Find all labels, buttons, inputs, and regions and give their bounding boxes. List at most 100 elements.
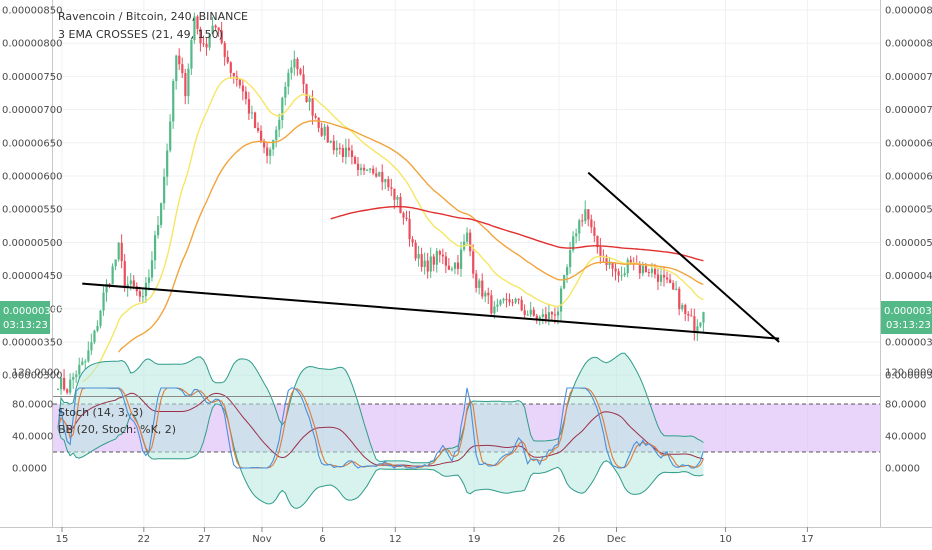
candle-body (490, 295, 493, 314)
candle-body (647, 272, 651, 274)
bb-band-fill (58, 353, 704, 509)
price-tick-label-left: 0.00000650 (2, 138, 62, 149)
candle-body (417, 254, 420, 259)
candle-body (360, 167, 363, 171)
bb-study-label[interactable]: BB (20, Stoch: %K, 2) (58, 423, 176, 436)
candle-body (87, 350, 90, 362)
candle-body (381, 172, 384, 183)
candle-body (399, 196, 402, 214)
candle-body (696, 326, 699, 333)
ema-line-150 (330, 205, 704, 262)
candle-body (114, 259, 117, 267)
candle-body (314, 115, 317, 118)
candle-body (202, 43, 205, 45)
candle-body (499, 300, 502, 305)
candle-body (414, 242, 417, 259)
price-badge-right-value: 0.00000395 (884, 306, 932, 317)
candle-body (187, 68, 190, 97)
time-tick-label: 19 (468, 534, 481, 545)
candle-body (405, 217, 408, 219)
price-badge-right-countdown: 03:13:23 (886, 320, 931, 331)
candle-body (341, 148, 345, 157)
candle-body (659, 274, 663, 282)
candle-body (435, 251, 438, 265)
candle-body (302, 74, 305, 85)
time-axis[interactable]: 15 22 27 Nov 6 12 19 26 Dec 10 17 (56, 527, 814, 545)
candle-body (311, 98, 314, 116)
ema-study-label[interactable]: 3 EMA CROSSES (21, 49, 150) (58, 28, 223, 41)
time-tick-label: 22 (137, 534, 150, 545)
stoch-axis-right[interactable]: 120.0000 80.0000 40.0000 0.0000 (885, 368, 932, 475)
candle-body (256, 127, 260, 131)
candle-body (372, 168, 375, 174)
candle-body (90, 342, 93, 351)
candle-body (344, 147, 348, 157)
stoch-axis-left[interactable]: 120.0000 80.0000 40.0000 0.0000 (12, 368, 60, 475)
candle-body (293, 58, 296, 68)
candle-body (429, 256, 432, 272)
candle-body (456, 262, 460, 269)
candle-body (163, 176, 166, 204)
stoch-d-line (57, 387, 704, 469)
candle-body (272, 140, 275, 150)
price-tick-label-right: 0.00000700 (885, 105, 932, 116)
candle-body (384, 179, 387, 183)
stoch-tick-label-left: 120.0000 (12, 368, 60, 379)
candle-body (214, 25, 217, 28)
candle-body (232, 72, 235, 77)
stoch-tick-label-right: 0.0000 (885, 464, 920, 475)
price-tick-label-left: 0.00000300 (2, 371, 62, 382)
candle-body (178, 55, 181, 65)
candle-body (566, 267, 569, 276)
candle-body (623, 273, 626, 276)
candle-body (656, 274, 660, 282)
candle-body (653, 268, 657, 275)
candle-body (575, 233, 578, 237)
candle-body (229, 62, 232, 73)
candle-body (681, 304, 684, 310)
candle-body (363, 167, 366, 171)
candle-body (199, 28, 202, 44)
bb-lower-line (57, 403, 704, 509)
candle-body (484, 292, 487, 297)
candle-body (172, 81, 175, 122)
candle-body (505, 298, 508, 300)
price-tick-label-left: 0.00000350 (2, 338, 62, 349)
candle-body (396, 196, 399, 200)
candle-body (532, 309, 535, 316)
candle-body (78, 364, 81, 375)
candle-body (335, 147, 338, 151)
candle-body (669, 279, 672, 283)
price-tick-label-right: 0.00000750 (885, 72, 932, 83)
time-tick-label: 12 (389, 534, 402, 545)
candle-body (544, 314, 548, 319)
symbol-title[interactable]: Ravencoin / Bitcoin, 240, BINANCE (58, 10, 248, 23)
candle-body (559, 288, 563, 312)
candle-body (605, 256, 608, 265)
candle-body (329, 140, 332, 143)
stoch-tick-label-left: 40.0000 (12, 432, 53, 443)
candle-body (496, 304, 499, 307)
candle-body (699, 322, 702, 327)
price-tick-label-right: 0.00000450 (885, 271, 932, 282)
candle-body (332, 140, 335, 151)
candle-body (675, 288, 678, 290)
candle-body (423, 260, 426, 267)
candle-body (238, 79, 241, 86)
candle-body (117, 242, 120, 260)
candle-body (190, 40, 193, 69)
price-tick-label-right: 0.00000350 (885, 338, 932, 349)
candle-body (217, 27, 220, 31)
candle-body (387, 179, 390, 188)
candle-body (323, 126, 326, 136)
candle-body (126, 284, 129, 288)
candle-body (556, 311, 560, 316)
candle-body (535, 315, 538, 320)
candle-body (263, 140, 266, 148)
candle-body (514, 298, 517, 303)
price-badge-left-countdown: 03:13:23 (3, 320, 48, 331)
time-tick-label: 15 (56, 534, 69, 545)
stoch-study-label[interactable]: Stoch (14, 3, 3) (58, 406, 143, 419)
candle-body (223, 42, 226, 57)
